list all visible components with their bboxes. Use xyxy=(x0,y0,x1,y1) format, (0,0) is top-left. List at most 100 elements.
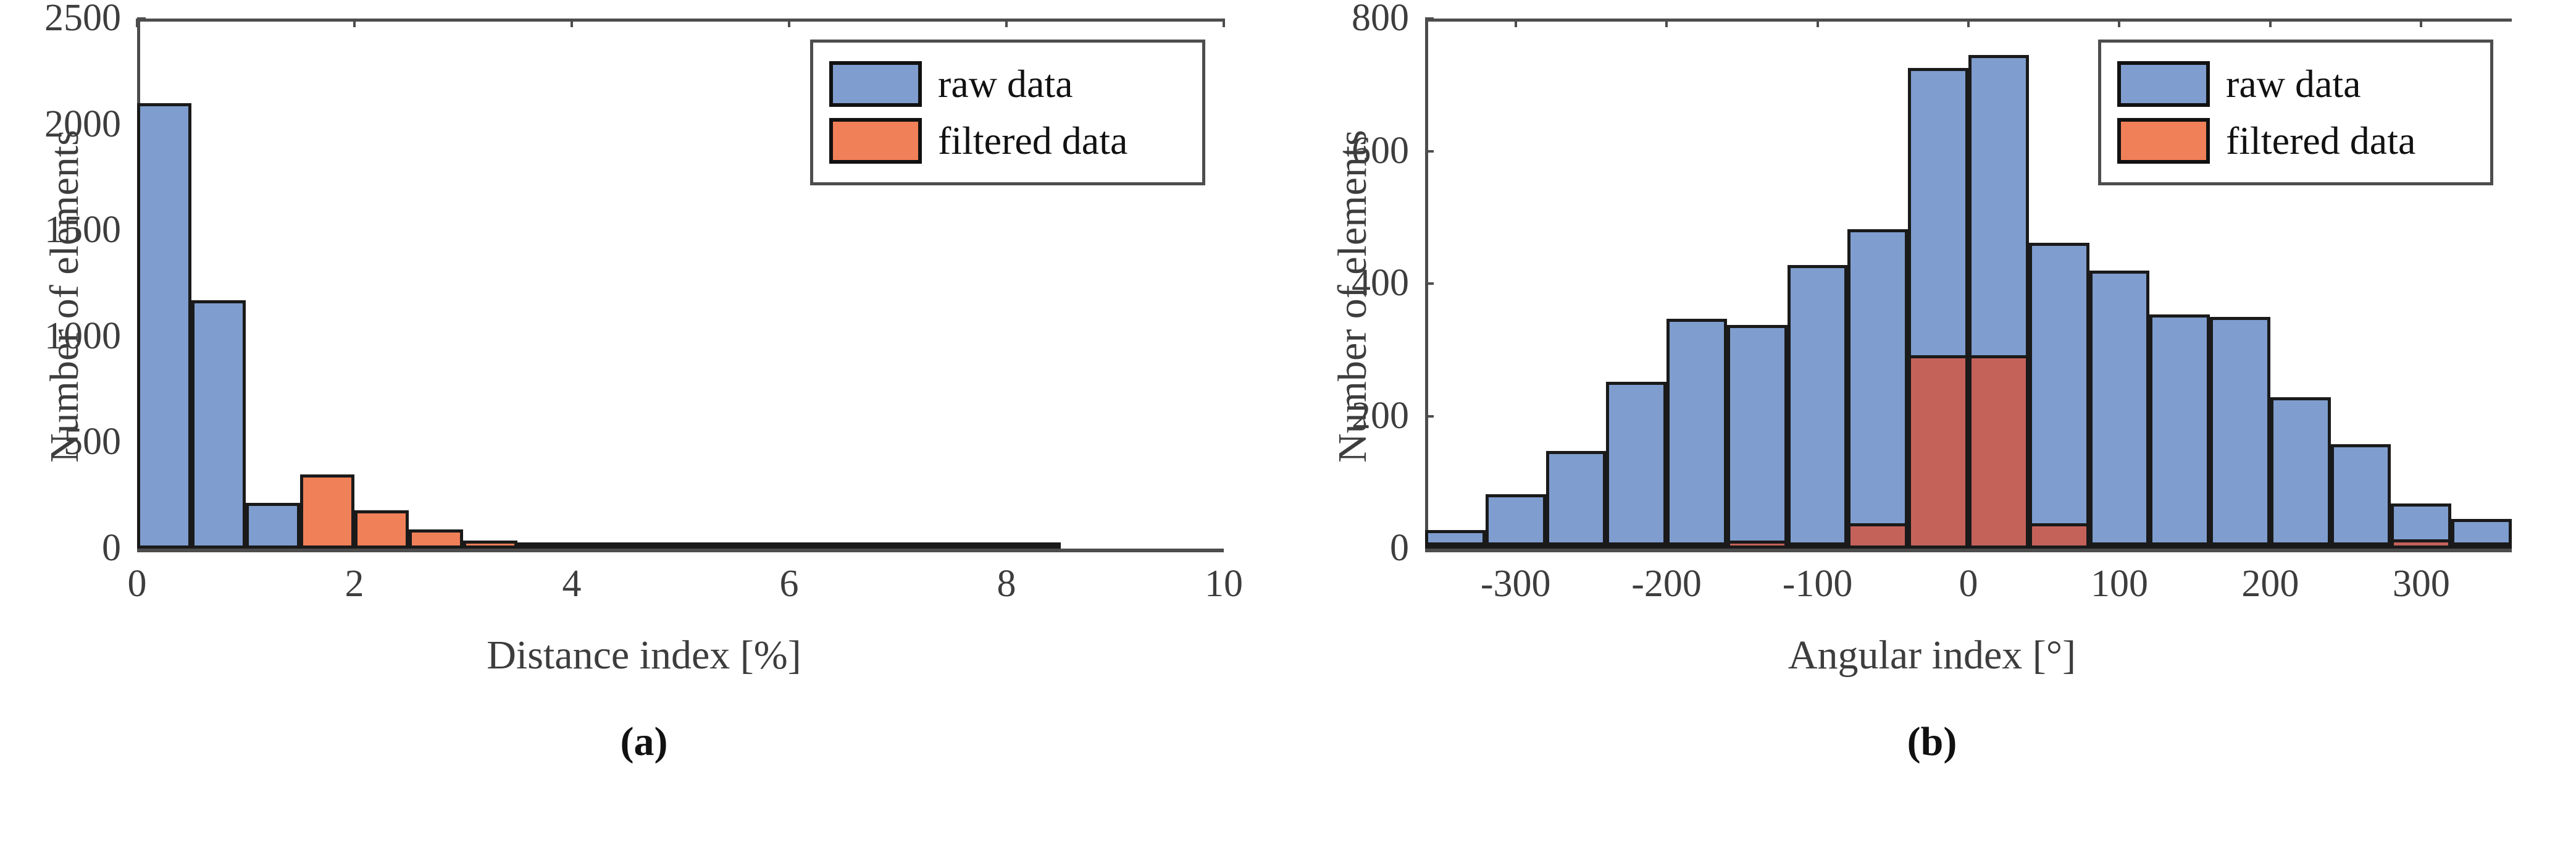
legend-b: raw data filtered data xyxy=(2098,40,2493,185)
y-tick-label: 0 xyxy=(102,527,121,569)
legend-item-raw-b: raw data xyxy=(2117,56,2474,112)
x-tick-label: 0 xyxy=(1959,563,1978,605)
x-tick-mark xyxy=(353,19,356,27)
x-axis-title-a: Distance index [%] xyxy=(487,633,801,678)
histogram-bar-raw xyxy=(2028,242,2089,549)
x-tick-label: 6 xyxy=(779,563,799,605)
y-tick-label: 400 xyxy=(1352,262,1409,304)
x-tick-mark xyxy=(571,19,573,27)
legend-swatch-raw-icon xyxy=(829,61,922,107)
histogram-bar-raw xyxy=(137,103,191,549)
legend-swatch-raw-icon xyxy=(2117,61,2210,107)
x-tick-mark xyxy=(1816,19,1819,27)
histogram-bar-overlap xyxy=(1787,542,1848,549)
histogram-bar-raw xyxy=(1606,381,1667,549)
y-tick-mark xyxy=(137,17,146,20)
legend-item-raw-a: raw data xyxy=(829,56,1186,112)
histogram-bar-filtered xyxy=(572,542,626,549)
legend-swatch-filtered-icon xyxy=(829,118,922,164)
panel-b: 0 200 400 600 800 -300 -200 -100 0 100 200 300 Angu… xyxy=(1288,0,2576,855)
histogram-bar-raw xyxy=(1787,264,1848,549)
x-tick-label: 4 xyxy=(562,563,582,605)
histogram-bar-overlap xyxy=(1968,355,2029,549)
x-tick-mark xyxy=(1005,19,1008,27)
histogram-bar-raw xyxy=(1726,324,1788,549)
histogram-bar-raw xyxy=(1847,229,1909,549)
bars-container-b xyxy=(1425,19,2512,549)
x-axis-title-b: Angular index [°] xyxy=(1788,633,2076,678)
histogram-bar-overlap xyxy=(2149,542,2210,549)
histogram-bar-overlap xyxy=(2028,523,2089,549)
panel-caption-a: (a) xyxy=(620,719,668,764)
y-tick-label: 800 xyxy=(1352,0,1409,39)
histogram-bar-raw xyxy=(2330,444,2391,549)
x-tick-label: 200 xyxy=(2241,563,2299,605)
y-axis-title-a: Number of elements xyxy=(42,130,87,463)
histogram-bar-overlap xyxy=(1666,542,1727,549)
histogram-bar-raw xyxy=(1545,451,1607,549)
histogram-bar-overlap xyxy=(2089,542,2150,549)
histogram-bar-raw xyxy=(191,300,246,549)
histogram-bar-filtered xyxy=(300,474,354,549)
histogram-bar-filtered xyxy=(517,542,572,549)
x-tick-mark xyxy=(136,19,138,27)
y-axis-title-b: Number of elements xyxy=(1330,130,1375,463)
histogram-bar-overlap xyxy=(1908,355,1968,549)
x-tick-label: 8 xyxy=(997,563,1016,605)
histogram-bar-raw xyxy=(2089,270,2150,549)
y-tick-mark xyxy=(1425,150,1434,153)
x-tick-mark xyxy=(1223,19,1225,27)
histogram-bar-overlap xyxy=(2210,542,2270,549)
histogram-bar-filtered xyxy=(789,542,843,549)
y-tick-label: 2000 xyxy=(44,103,121,145)
histogram-bar-raw xyxy=(1485,494,1546,549)
histogram-bar-filtered xyxy=(680,542,735,549)
histogram-bar-filtered xyxy=(735,542,789,549)
histogram-bar-filtered xyxy=(952,542,1006,549)
histogram-bar-overlap xyxy=(1726,541,1788,549)
histogram-bar-raw xyxy=(2210,316,2270,549)
y-tick-mark xyxy=(1425,17,1434,20)
histogram-bar-overlap xyxy=(1425,542,1486,549)
histogram-bar-raw xyxy=(1666,318,1727,549)
y-tick-label: 600 xyxy=(1352,129,1409,172)
legend-item-filtered-a: filtered data xyxy=(829,112,1186,169)
x-tick-label: -100 xyxy=(1782,563,1853,605)
x-tick-mark xyxy=(1514,19,1517,27)
histogram-bar-overlap xyxy=(2270,542,2331,549)
y-tick-label: 500 xyxy=(64,421,121,463)
legend-a: raw data filtered data xyxy=(810,40,1205,185)
histogram-bar-overlap xyxy=(1606,542,1667,549)
x-tick-mark xyxy=(1665,19,1668,27)
histogram-bar-raw xyxy=(2149,314,2210,549)
legend-label-filtered: filtered data xyxy=(938,119,1128,162)
legend-swatch-filtered-icon xyxy=(2117,118,2210,164)
x-tick-mark xyxy=(2118,19,2121,27)
x-tick-mark xyxy=(1967,19,1970,27)
histogram-bar-overlap xyxy=(1847,523,1909,549)
histogram-bar-filtered xyxy=(843,542,898,549)
y-tick-label: 1500 xyxy=(44,209,121,251)
x-tick-mark xyxy=(788,19,790,27)
x-tick-label: -300 xyxy=(1480,563,1551,605)
legend-label-filtered: filtered data xyxy=(2226,119,2416,162)
panel-caption-b: (b) xyxy=(1907,719,1957,764)
x-tick-label: 300 xyxy=(2392,563,2450,605)
y-tick-mark xyxy=(1425,282,1434,285)
y-tick-label: 2500 xyxy=(44,0,121,39)
legend-label-raw: raw data xyxy=(938,62,1073,106)
legend-item-filtered-b: filtered data xyxy=(2117,112,2474,169)
histogram-bar-overlap xyxy=(2330,542,2391,549)
histogram-bar-filtered xyxy=(1006,542,1061,549)
histogram-bar-filtered xyxy=(409,529,463,549)
x-tick-label: -200 xyxy=(1631,563,1702,605)
y-tick-label: 1000 xyxy=(44,314,121,357)
y-tick-mark xyxy=(1425,415,1434,418)
histogram-bar-filtered xyxy=(626,542,680,549)
x-axis-line xyxy=(1425,549,2512,552)
x-tick-mark xyxy=(2420,19,2423,27)
histogram-bar-overlap xyxy=(2391,539,2452,549)
x-tick-label: 0 xyxy=(127,563,147,605)
x-tick-label: 100 xyxy=(2090,563,2148,605)
